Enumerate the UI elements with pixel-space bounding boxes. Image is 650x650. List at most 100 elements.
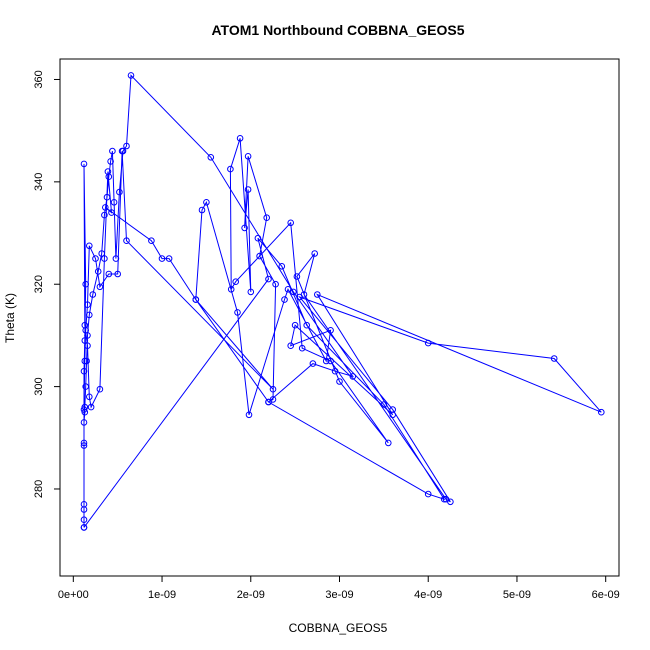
data-point (314, 291, 321, 298)
data-point (598, 408, 605, 416)
data-point (80, 516, 88, 524)
data-point (227, 286, 235, 293)
chart-title: ATOM1 Northbound COBBNA_GEOS5 (211, 22, 464, 38)
y-axis: 280 300 320 340 360 (33, 70, 61, 498)
series-layer (80, 72, 605, 531)
data-point (96, 283, 104, 291)
series-line (83, 74, 602, 528)
data-point (331, 367, 339, 375)
data-point (447, 498, 454, 506)
data-point (80, 524, 88, 531)
y-tick-label: 300 (33, 377, 45, 395)
data-point (114, 270, 121, 278)
data-point (81, 337, 89, 344)
x-tick-label: 6e-09 (592, 589, 620, 601)
data-point (244, 186, 252, 193)
data-point (281, 296, 288, 303)
data-point (327, 357, 334, 365)
data-point (80, 442, 88, 449)
data-point (84, 342, 91, 350)
data-point (550, 355, 558, 362)
data-point (80, 406, 88, 413)
x-axis: 0e+00 1e-09 2e-09 3e-09 4e-09 5e-09 6e-09 (58, 575, 620, 601)
y-tick-label: 340 (33, 173, 45, 191)
data-point (80, 439, 88, 447)
data-point (101, 211, 108, 219)
data-point (234, 309, 241, 316)
data-point (424, 339, 432, 347)
data-point (96, 385, 104, 393)
data-point (272, 280, 279, 288)
data-point (265, 275, 272, 283)
data-point (327, 327, 334, 334)
data-point (87, 403, 95, 411)
data-point (440, 495, 448, 503)
data-point (192, 296, 200, 303)
data-point (311, 250, 319, 257)
y-tick-label: 360 (33, 70, 45, 88)
data-point (116, 188, 123, 196)
y-tick-label: 280 (33, 480, 45, 498)
data-point (269, 385, 277, 393)
data-point (296, 293, 303, 301)
data-point (303, 321, 311, 329)
x-tick-label: 4e-09 (414, 589, 442, 601)
data-point (263, 214, 271, 221)
data-point (109, 147, 116, 155)
data-point (80, 419, 88, 426)
x-tick-label: 1e-09 (148, 589, 176, 601)
data-point (148, 237, 155, 244)
data-point (82, 383, 89, 390)
x-axis-label: COBBNA_GEOS5 (289, 621, 388, 635)
data-point (165, 255, 173, 262)
data-point (389, 411, 397, 419)
data-point (107, 158, 114, 165)
data-point (84, 301, 91, 309)
data-point (254, 234, 262, 242)
data-point (83, 357, 90, 365)
data-point (86, 393, 93, 401)
data-point (207, 154, 215, 161)
data-point (265, 398, 272, 406)
data-point (92, 255, 99, 262)
data-point (123, 237, 130, 244)
data-point (247, 288, 255, 296)
data-point (198, 206, 206, 214)
data-point (80, 501, 88, 508)
data-point (349, 373, 357, 380)
x-tick-label: 3e-09 (325, 589, 353, 601)
data-point (287, 342, 295, 350)
data-point (98, 250, 105, 257)
data-point (80, 160, 88, 168)
data-point (291, 321, 299, 329)
data-point (108, 209, 115, 216)
data-point (82, 280, 89, 288)
data-point (290, 288, 297, 296)
data-point (227, 165, 234, 173)
data-point (103, 193, 111, 201)
data-point (80, 367, 88, 375)
data-point (385, 439, 392, 447)
data-point (293, 273, 301, 280)
data-point (336, 378, 343, 385)
data-point (322, 357, 330, 365)
data-point (380, 401, 388, 408)
data-point (284, 286, 292, 293)
data-point (256, 252, 263, 260)
data-point (102, 204, 109, 211)
data-point (158, 255, 166, 262)
data-point (94, 268, 102, 275)
data-point (241, 224, 248, 232)
data-point (86, 242, 93, 250)
data-point (118, 147, 126, 155)
data-point (127, 72, 135, 79)
data-point (86, 311, 93, 319)
data-point (112, 255, 120, 262)
x-tick-label: 2e-09 (237, 589, 265, 601)
data-point (236, 135, 244, 142)
y-tick-label: 320 (33, 275, 45, 293)
data-point (245, 411, 253, 419)
data-point (424, 490, 432, 498)
data-point (244, 153, 252, 160)
